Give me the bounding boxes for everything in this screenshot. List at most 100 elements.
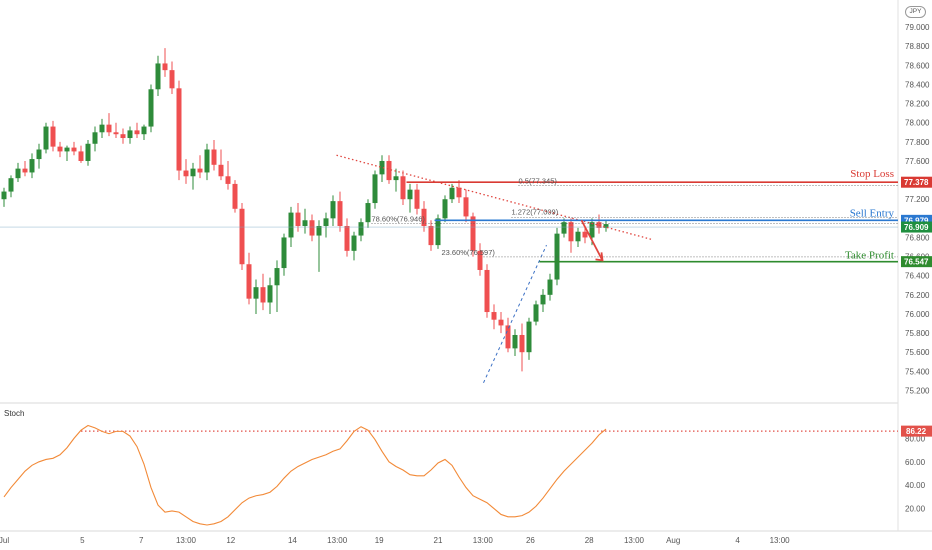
candle-body — [330, 201, 336, 219]
candle-body — [183, 170, 189, 177]
candle-body — [50, 126, 56, 147]
candle-body — [316, 225, 322, 236]
candle-body — [309, 220, 315, 236]
time-tick-label: 13:00 — [327, 536, 348, 545]
candle — [246, 252, 252, 305]
candle — [547, 273, 553, 301]
candle — [379, 155, 385, 183]
candle — [540, 289, 546, 313]
candle-body — [141, 126, 147, 135]
candle-body — [99, 124, 105, 133]
candle — [148, 84, 154, 133]
candle-body — [57, 146, 63, 152]
candle-body — [204, 149, 210, 173]
candle — [295, 203, 301, 232]
candle — [337, 191, 343, 232]
stoch-tag-bg — [901, 425, 932, 437]
price-tick-label: 78.600 — [905, 61, 930, 70]
candle — [260, 273, 266, 311]
candle-body — [22, 168, 28, 173]
candle-body — [337, 201, 343, 226]
candle-body — [29, 159, 35, 173]
candle — [456, 180, 462, 204]
candle-body — [260, 287, 266, 303]
time-tick-label: 21 — [434, 536, 443, 545]
take-profit-tag-bg — [901, 256, 932, 268]
candle-body — [176, 88, 182, 171]
candle-body — [449, 187, 455, 200]
candle-body — [456, 187, 462, 198]
candle — [281, 233, 287, 276]
candle — [533, 300, 539, 326]
price-tick-label: 78.800 — [905, 42, 930, 51]
current-price-tag-text: 76.909 — [904, 223, 929, 232]
candle — [15, 162, 21, 183]
candle — [407, 183, 413, 213]
candle-body — [148, 89, 154, 127]
stop-loss-tag: 77.378 — [901, 176, 932, 188]
candle-body — [162, 63, 168, 71]
candle-body — [323, 218, 329, 226]
candle — [512, 329, 518, 357]
candle-body — [589, 222, 595, 238]
candle-body — [134, 130, 140, 135]
candle — [155, 55, 161, 96]
candle-body — [505, 325, 511, 349]
current-price-tag-bg — [901, 221, 932, 233]
price-tick-label: 76.800 — [905, 233, 930, 242]
candle-body — [302, 220, 308, 226]
candle — [176, 80, 182, 181]
candle-body — [239, 208, 245, 265]
candle — [309, 214, 315, 242]
candle — [372, 170, 378, 209]
price-tick-label: 75.400 — [905, 367, 930, 376]
sell-entry-tag-bg — [901, 214, 932, 226]
time-tick-label: Jul — [0, 536, 9, 545]
candle-body — [15, 168, 21, 179]
swing-leg-line — [483, 244, 547, 383]
candle — [225, 160, 231, 190]
candle-body — [267, 285, 273, 303]
candle-body — [526, 321, 532, 353]
time-tick-label: 13:00 — [770, 536, 791, 545]
candle-body — [442, 199, 448, 219]
time-tick-label: 12 — [226, 536, 235, 545]
candle — [302, 208, 308, 234]
candle — [323, 212, 329, 238]
candle — [36, 143, 42, 169]
symbol-badge[interactable]: JPY — [905, 6, 926, 18]
candle — [57, 141, 63, 158]
candle — [239, 203, 245, 270]
candle-body — [78, 151, 84, 161]
candle-body — [155, 63, 161, 90]
candle-body — [414, 189, 420, 209]
stochastic-pane: Stoch — [3, 409, 898, 526]
candle — [120, 128, 126, 144]
symbol-badge-label: JPY — [909, 8, 922, 15]
stoch-line — [3, 424, 607, 526]
price-tick-label: 76.200 — [905, 291, 930, 300]
time-tick-label: 13:00 — [473, 536, 494, 545]
price-tick-label: 79.000 — [905, 23, 930, 32]
candle-body — [477, 250, 483, 270]
candle-body — [428, 225, 434, 246]
candle — [141, 124, 147, 140]
stoch-title: Stoch — [4, 409, 24, 418]
take-profit-tag-text: 76.547 — [904, 258, 929, 267]
candle — [78, 145, 84, 163]
candle-body — [225, 176, 231, 184]
candle — [316, 220, 322, 272]
candle — [358, 218, 364, 242]
price-tick-label: 76.000 — [905, 310, 930, 319]
candle-body — [386, 160, 392, 181]
candle-body — [358, 222, 364, 236]
sell-arrow-shaft — [580, 219, 604, 261]
candle-body — [64, 147, 70, 152]
candle-body — [372, 174, 378, 204]
candle — [498, 312, 504, 334]
stoch-tag: 86.22 — [901, 425, 932, 437]
candle-body — [421, 208, 427, 226]
candle-body — [288, 212, 294, 238]
time-tick-label: 19 — [375, 536, 384, 545]
candle — [190, 162, 196, 190]
